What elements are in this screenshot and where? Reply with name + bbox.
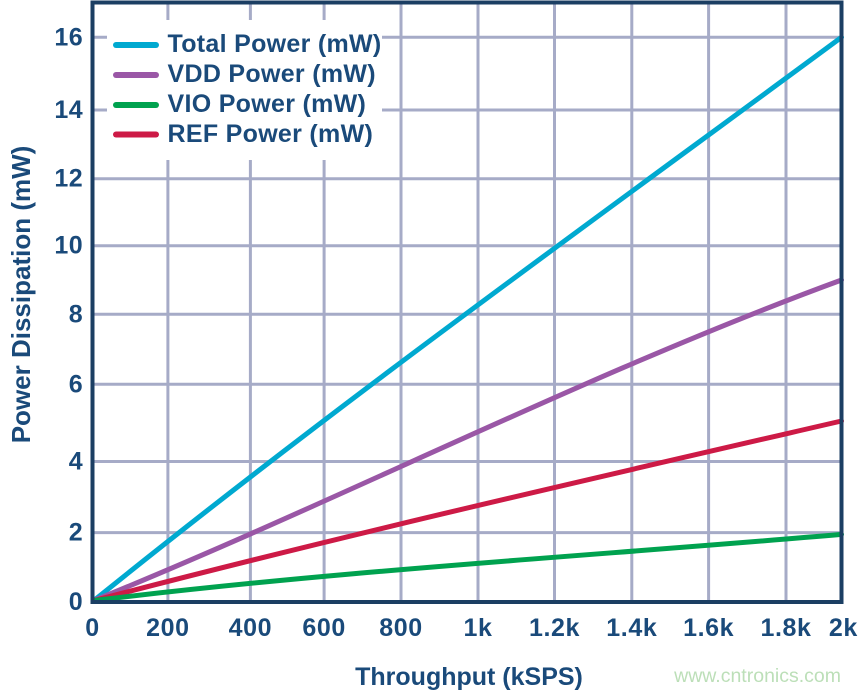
svg-text:2k: 2k [829,614,858,642]
svg-text:1.4k: 1.4k [606,614,657,642]
svg-text:8: 8 [69,300,83,328]
svg-text:Total Power (mW): Total Power (mW) [168,30,382,58]
svg-text:1k: 1k [463,614,492,642]
svg-text:Throughput (kSPS): Throughput (kSPS) [355,663,583,691]
svg-text:VIO Power (mW): VIO Power (mW) [168,90,367,118]
svg-text:Power Dissipation (mW): Power Dissipation (mW) [6,146,36,444]
svg-text:12: 12 [54,165,83,193]
svg-text:4: 4 [69,448,83,476]
svg-text:14: 14 [54,96,83,124]
svg-text:VDD Power (mW): VDD Power (mW) [168,60,376,88]
svg-text:400: 400 [229,614,273,642]
svg-text:16: 16 [54,23,83,51]
svg-text:6: 6 [69,370,83,398]
svg-text:10: 10 [54,232,83,260]
svg-text:2: 2 [69,519,83,547]
svg-text:0: 0 [69,588,83,616]
svg-text:www.cntronics.com: www.cntronics.com [673,665,841,687]
svg-text:1.8k: 1.8k [760,614,811,642]
svg-text:600: 600 [302,614,346,642]
svg-text:1.6k: 1.6k [683,614,734,642]
svg-text:REF Power (mW): REF Power (mW) [168,120,374,148]
svg-text:800: 800 [379,614,423,642]
svg-text:1.2k: 1.2k [529,614,580,642]
svg-text:0: 0 [85,614,100,642]
svg-text:200: 200 [146,614,190,642]
